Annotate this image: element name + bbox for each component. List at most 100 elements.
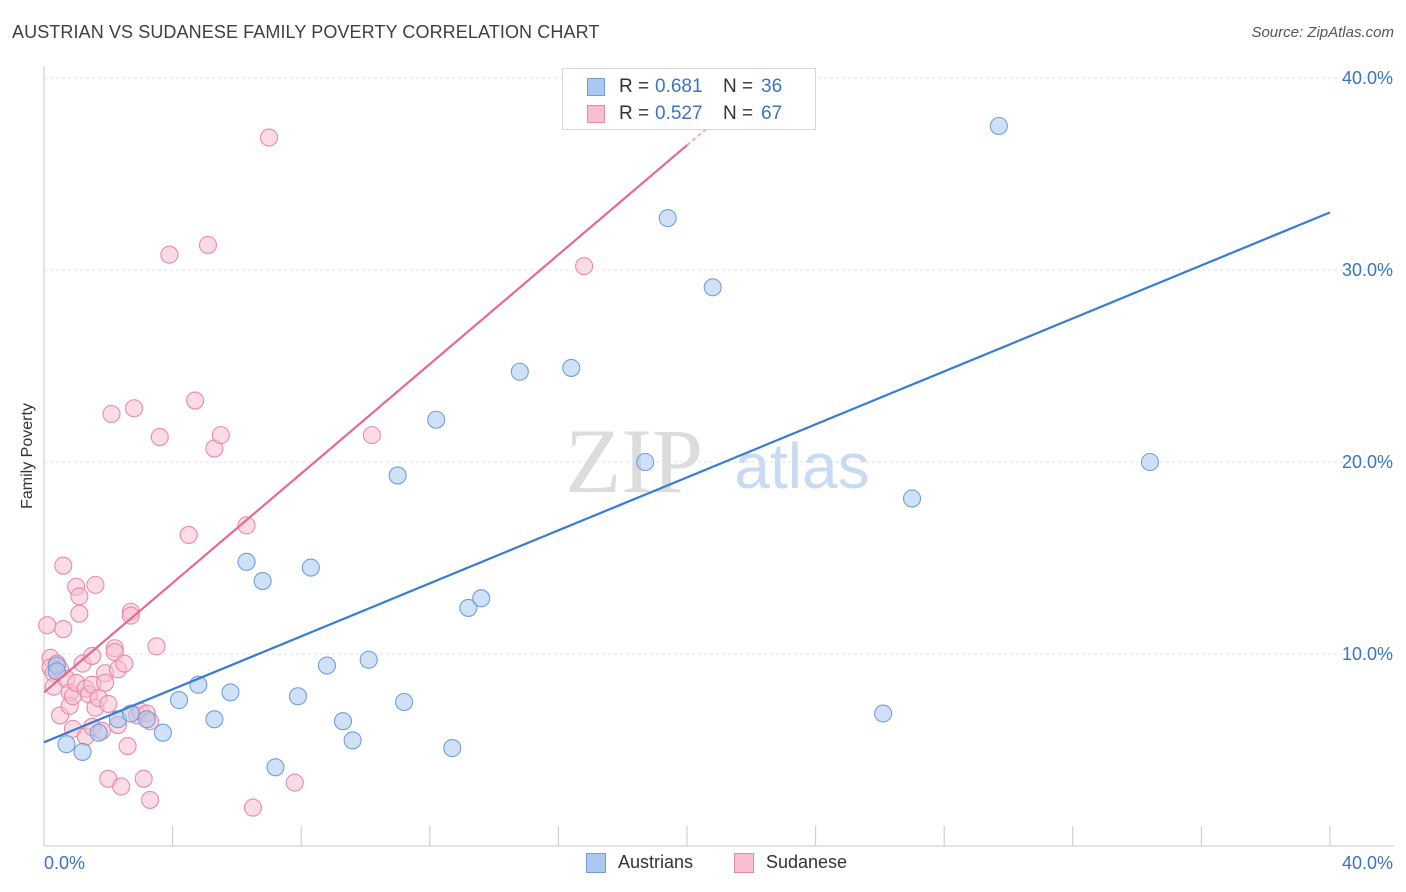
axes	[43, 66, 1394, 847]
n-label: N =	[723, 76, 754, 97]
sudanese-point	[54, 619, 73, 639]
n-value: 67	[761, 103, 783, 124]
gridlines	[44, 77, 1394, 655]
austrians-point	[333, 712, 353, 731]
austrians-point	[237, 552, 256, 571]
y-tick-label: 20.0%	[1342, 452, 1393, 472]
austrians-point	[636, 452, 655, 472]
sudanese-point	[160, 245, 179, 264]
n-value: 36	[761, 76, 783, 97]
chart-title: AUSTRIAN VS SUDANESE FAMILY POVERTY CORR…	[12, 22, 600, 42]
austrians-point	[510, 362, 529, 381]
austrians-point	[989, 116, 1008, 136]
source-credit: Source: ZipAtlas.com	[1251, 24, 1394, 41]
watermark: ZIP atlas	[565, 410, 870, 512]
legend-row-austrians: R = 0.681 N = 36	[587, 75, 782, 99]
sudanese-point	[112, 777, 131, 796]
austrians-swatch	[586, 852, 606, 873]
r-label: R =	[619, 103, 650, 124]
x-tick-label: 40.0%	[1342, 853, 1393, 873]
austrians-point	[73, 742, 92, 761]
austrians-point	[395, 692, 414, 712]
sudanese-point	[121, 606, 140, 625]
sudanese-point	[150, 427, 169, 447]
sudanese-point	[38, 616, 57, 635]
series-legend: Austrians Sudanese	[0, 852, 1406, 876]
austrians-point	[221, 683, 240, 702]
sudanese-point	[124, 399, 144, 418]
y-tick-label: 40.0%	[1342, 68, 1393, 88]
sudanese-point	[134, 769, 153, 788]
watermark-atlas: atlas	[734, 430, 869, 502]
austrians-point	[153, 723, 173, 742]
sudanese-trend-line	[43, 144, 688, 694]
sudanese-point	[211, 426, 230, 445]
sudanese-point	[186, 391, 205, 410]
legend-label-austrians: Austrians	[618, 852, 694, 872]
sudanese-point	[70, 587, 89, 606]
austrians-point	[562, 358, 581, 377]
austrians-point	[658, 209, 677, 228]
austrians-swatch	[587, 78, 605, 96]
sudanese-point	[118, 737, 137, 756]
sudanese-point	[70, 604, 89, 623]
austrians-point	[472, 589, 491, 608]
austrians-point	[1140, 452, 1160, 472]
correlation-legend: R = 0.681 N = 36 R = 0.527 N = 67	[562, 68, 816, 130]
sudanese-point	[102, 404, 121, 424]
sudanese-point	[115, 654, 134, 673]
austrians-point	[169, 691, 189, 710]
austrians-trend-line	[43, 211, 1331, 744]
sudanese-point	[362, 426, 381, 445]
austrians-point	[443, 739, 462, 758]
austrians-point	[343, 731, 362, 750]
sudanese-point	[54, 556, 73, 575]
r-value: 0.681	[655, 76, 703, 97]
sudanese-point	[243, 798, 263, 817]
sudanese-point	[198, 235, 218, 255]
austrians-point	[47, 662, 66, 681]
austrians-point	[137, 710, 156, 729]
austrians-point	[205, 710, 224, 729]
sudanese-point	[179, 525, 198, 545]
sudanese-point	[285, 773, 304, 792]
sudanese-swatch	[734, 852, 754, 873]
legend-label-sudanese: Sudanese	[766, 852, 848, 872]
sudanese-point	[259, 128, 279, 147]
sudanese-swatch	[587, 105, 605, 123]
austrians-point	[459, 598, 478, 617]
austrians-point	[703, 278, 722, 297]
austrians-point	[89, 723, 108, 742]
austrians-point	[359, 650, 378, 669]
sudanese-point	[96, 673, 115, 692]
sudanese-point	[575, 257, 594, 276]
y-tick-label: 30.0%	[1342, 260, 1393, 280]
r-label: R =	[619, 76, 650, 97]
austrians-point	[427, 410, 446, 429]
sudanese-point	[83, 646, 102, 665]
sudanese-point	[99, 694, 118, 713]
n-label: N =	[723, 103, 754, 124]
sudanese-point	[141, 790, 160, 809]
r-value: 0.527	[655, 103, 703, 124]
austrians-point	[288, 687, 308, 706]
austrians-point	[266, 758, 285, 777]
trend-lines	[43, 117, 1331, 744]
sudanese-point	[105, 643, 124, 662]
austrians-point	[301, 558, 320, 577]
legend-item-austrians[interactable]: Austrians	[586, 852, 693, 873]
austrians-point	[57, 735, 76, 754]
austrians-point	[902, 489, 922, 508]
austrians-point	[874, 704, 893, 723]
y-tick-label: 10.0%	[1342, 644, 1393, 664]
austrians-point	[317, 656, 336, 675]
x-tick-label: 0.0%	[44, 853, 85, 873]
sudanese-point	[237, 516, 256, 535]
austrians-point	[388, 466, 407, 485]
legend-item-sudanese[interactable]: Sudanese	[734, 852, 847, 873]
legend-row-sudanese: R = 0.527 N = 67	[587, 102, 782, 126]
sudanese-point	[147, 637, 166, 656]
sudanese-point	[86, 575, 105, 594]
watermark-zip: ZIP	[565, 410, 703, 512]
